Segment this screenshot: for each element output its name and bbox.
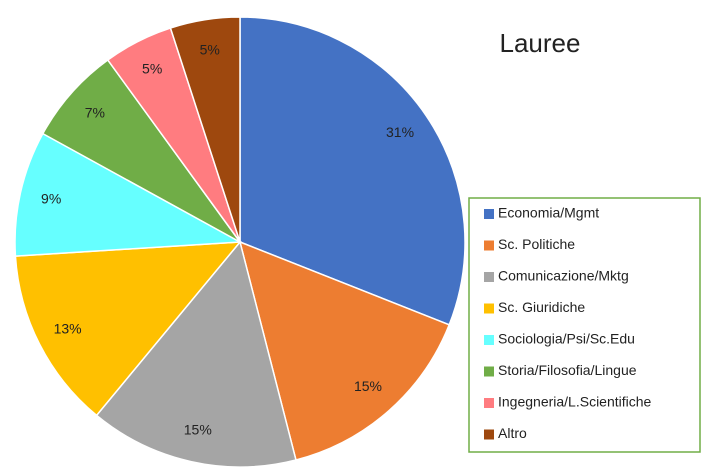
legend-label: Storia/Filosofia/Lingue [498,362,637,378]
legend-label: Sc. Politiche [498,236,575,252]
legend-swatch [484,429,494,440]
data-label: 5% [142,60,162,76]
legend-label: Altro [498,425,527,441]
pie-slice [238,240,451,461]
data-label: 9% [41,190,61,206]
legend-label: Economia/Mgmt [498,205,599,221]
pie-slice [239,16,466,326]
legend-swatch [484,398,494,408]
legend-swatch [484,272,494,282]
legend-box [468,197,701,453]
pie-slice [169,16,241,243]
data-label: 31% [386,124,414,140]
pie-slice [14,241,242,417]
legend-label: Ingegneria/L.Scientifiche [498,394,652,410]
legend-swatch [484,240,494,251]
data-label: 15% [184,422,212,438]
legend-label: Sociologia/Psi/Sc.Edu [498,331,635,347]
data-label: 15% [354,378,382,394]
legend-label: Comunicazione/Mktg [498,268,629,284]
legend-swatch [484,366,494,377]
legend-swatch [484,335,494,345]
legend-swatch [484,303,494,314]
pie-slice [14,132,243,257]
legend-label: Sc. Giuridiche [498,299,585,315]
legend-swatch [484,209,494,219]
data-label: 13% [54,321,82,337]
data-label: 5% [200,42,220,58]
pie-slice [95,240,297,468]
chart-title: Lauree [500,28,581,58]
data-label: 7% [85,105,105,121]
